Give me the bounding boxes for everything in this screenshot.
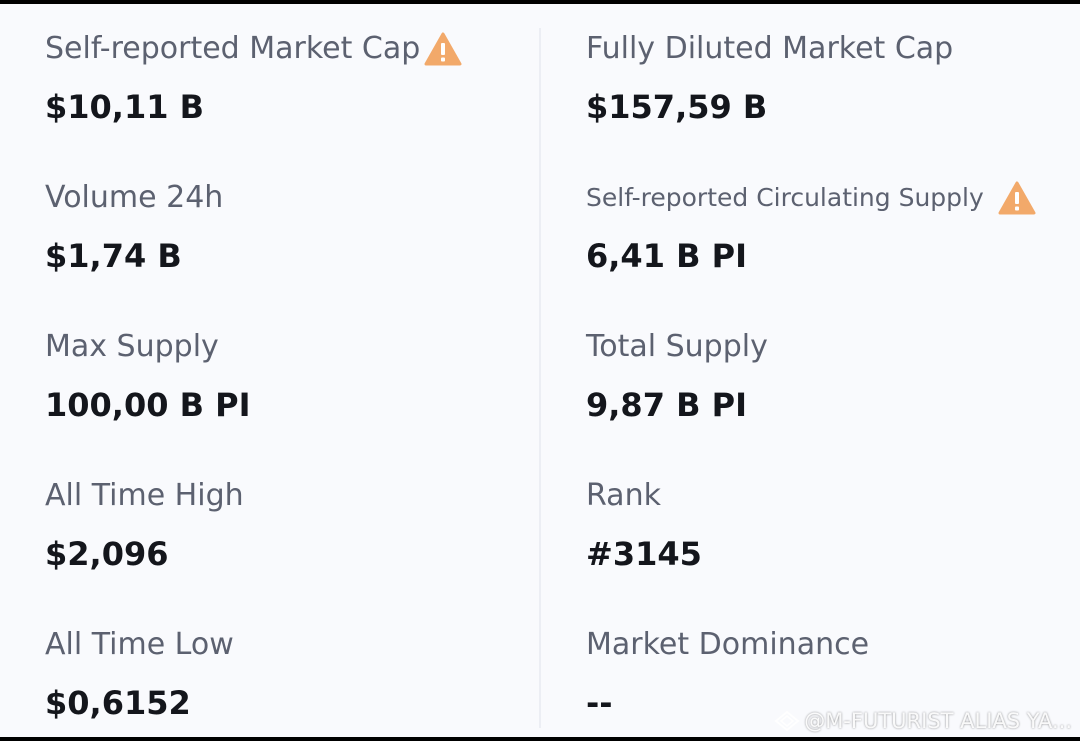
stat-label: Self-reported Market Cap — [45, 31, 421, 66]
stat-self-reported-circulating-supply: Self-reported Circulating Supply 6,41 B … — [586, 180, 1080, 275]
stat-value: #3145 — [586, 535, 702, 573]
stat-label: Volume 24h — [45, 180, 224, 215]
stat-max-supply: Max Supply 100,00 B PI — [45, 329, 545, 424]
watermark-text: @M-FUTURIST ALIAS YA... — [804, 709, 1072, 733]
coin-stats-panel: Self-reported Market Cap $10,11 B Volume… — [0, 4, 1080, 737]
stat-self-reported-market-cap: Self-reported Market Cap $10,11 B — [45, 31, 545, 126]
stat-value: $0,6152 — [45, 684, 191, 722]
stat-label: Rank — [586, 478, 661, 513]
stat-label: Fully Diluted Market Cap — [586, 31, 954, 66]
stat-label: Max Supply — [45, 329, 219, 364]
stat-value: -- — [586, 684, 613, 722]
stat-market-dominance: Market Dominance -- — [586, 627, 1080, 722]
stat-label: Self-reported Circulating Supply — [586, 183, 984, 212]
stat-rank: Rank #3145 — [586, 478, 1080, 573]
warning-icon[interactable] — [424, 32, 462, 66]
warning-icon[interactable] — [998, 181, 1036, 215]
stat-label: All Time Low — [45, 627, 234, 662]
stat-label: Total Supply — [586, 329, 768, 364]
diamond-logo-icon — [774, 710, 800, 732]
stat-value: $2,096 — [45, 535, 169, 573]
stat-value: $157,59 B — [586, 88, 768, 126]
stat-all-time-high: All Time High $2,096 — [45, 478, 545, 573]
stat-value: $10,11 B — [45, 88, 205, 126]
stat-value: $1,74 B — [45, 237, 182, 275]
stat-value: 9,87 B PI — [586, 386, 747, 424]
stat-label: All Time High — [45, 478, 244, 513]
stat-fully-diluted-market-cap: Fully Diluted Market Cap $157,59 B — [586, 31, 1080, 126]
watermark: @M-FUTURIST ALIAS YA... — [774, 709, 1072, 733]
column-divider — [539, 28, 541, 728]
stat-total-supply: Total Supply 9,87 B PI — [586, 329, 1080, 424]
stat-all-time-low: All Time Low $0,6152 — [45, 627, 545, 722]
stat-value: 6,41 B PI — [586, 237, 747, 275]
stat-value: 100,00 B PI — [45, 386, 251, 424]
stat-volume-24h: Volume 24h $1,74 B — [45, 180, 545, 275]
stat-label: Market Dominance — [586, 627, 870, 662]
